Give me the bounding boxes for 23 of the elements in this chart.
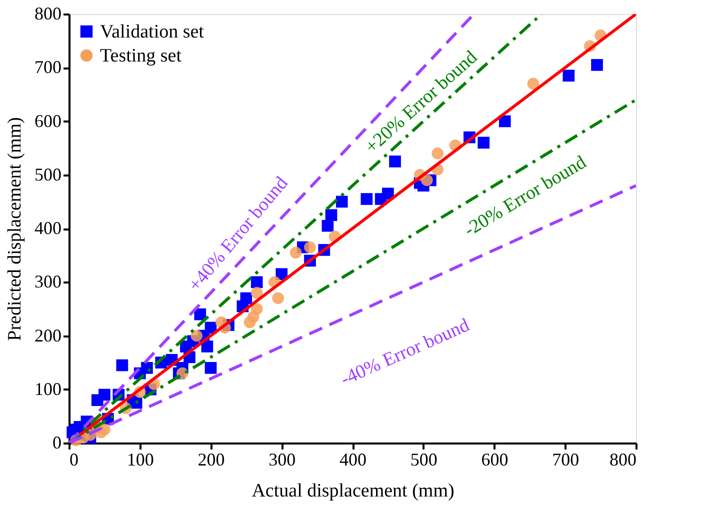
x-tick-label: 600 xyxy=(481,450,508,470)
legend-label: Validation set xyxy=(100,22,205,42)
x-tick-label: 300 xyxy=(268,450,296,470)
y-tick-label: 600 xyxy=(34,110,62,131)
y-tick-label: 200 xyxy=(34,325,62,346)
x-tick-label: 700 xyxy=(552,450,580,470)
x-axis-title: Actual displacement (mm) xyxy=(252,480,454,502)
y-tick-label: 500 xyxy=(34,164,62,184)
legend-label: Testing set xyxy=(100,46,182,66)
x-tick-label: 0 xyxy=(70,450,78,470)
x-tick-label: 800 xyxy=(610,450,636,470)
y-tick-label: 400 xyxy=(34,218,62,238)
x-tick-label: 400 xyxy=(340,450,366,470)
y-tick-label: 0 xyxy=(52,432,62,452)
y-axis-title: Predicted displacement (mm) xyxy=(4,117,26,341)
y-tick-label: 800 xyxy=(34,4,62,24)
y-tick-label: 100 xyxy=(34,378,62,399)
x-tick-label: 500 xyxy=(410,450,438,470)
y-tick-label: 700 xyxy=(34,57,62,78)
x-tick-label: 200 xyxy=(198,450,225,470)
x-tick-label: 100 xyxy=(126,450,154,470)
y-tick-label: 300 xyxy=(34,272,62,292)
annotation: -40% Error bound xyxy=(338,314,474,390)
